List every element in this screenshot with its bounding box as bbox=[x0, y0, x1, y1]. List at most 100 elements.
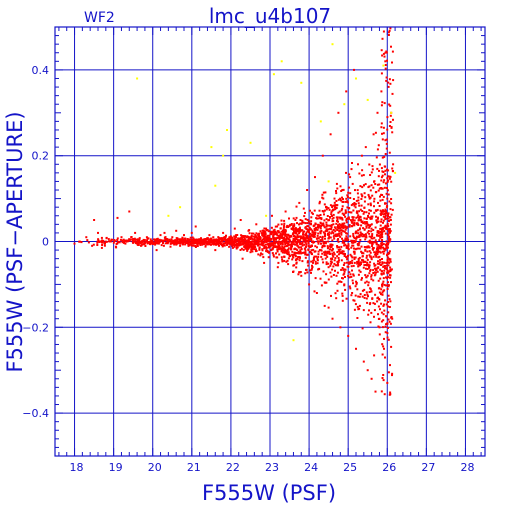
data-point bbox=[319, 227, 322, 230]
data-point bbox=[380, 234, 383, 237]
data-point bbox=[347, 247, 350, 250]
data-point bbox=[314, 262, 317, 265]
data-point bbox=[318, 202, 321, 205]
data-point bbox=[272, 235, 275, 238]
data-point bbox=[360, 261, 362, 264]
data-point bbox=[285, 240, 288, 243]
data-point bbox=[357, 199, 360, 202]
data-point bbox=[388, 320, 391, 323]
data-point bbox=[341, 189, 344, 191]
data-point bbox=[219, 237, 222, 240]
data-point bbox=[389, 391, 392, 394]
data-point bbox=[333, 259, 336, 262]
data-point bbox=[306, 261, 309, 264]
data-point bbox=[298, 251, 301, 254]
data-point bbox=[345, 256, 348, 259]
data-point bbox=[361, 169, 364, 172]
data-point bbox=[376, 262, 379, 265]
data-point bbox=[287, 237, 290, 240]
data-point bbox=[267, 256, 270, 259]
data-point bbox=[327, 250, 329, 253]
data-point bbox=[380, 288, 383, 291]
data-point bbox=[250, 245, 252, 248]
data-point bbox=[376, 167, 379, 170]
data-point bbox=[372, 272, 375, 274]
data-point bbox=[187, 240, 190, 243]
data-point bbox=[388, 219, 391, 222]
data-point bbox=[381, 198, 384, 201]
data-point bbox=[208, 243, 211, 246]
data-point bbox=[283, 224, 286, 227]
data-point bbox=[192, 244, 195, 247]
data-point bbox=[388, 200, 391, 203]
data-point bbox=[316, 259, 319, 262]
data-point bbox=[352, 239, 354, 242]
data-point bbox=[343, 272, 346, 275]
data-point bbox=[301, 244, 304, 247]
data-point bbox=[383, 393, 386, 396]
data-point bbox=[231, 238, 234, 241]
data-point bbox=[346, 232, 349, 235]
data-point bbox=[380, 218, 383, 221]
data-point bbox=[289, 234, 292, 237]
data-point bbox=[286, 259, 289, 262]
data-point bbox=[272, 231, 275, 234]
data-point bbox=[334, 264, 337, 267]
data-point bbox=[314, 222, 317, 225]
data-point bbox=[367, 284, 370, 287]
data-point bbox=[362, 261, 365, 264]
data-point bbox=[188, 238, 191, 241]
data-point bbox=[368, 185, 371, 188]
data-point bbox=[388, 151, 391, 154]
data-point bbox=[254, 243, 257, 246]
data-point bbox=[293, 223, 296, 226]
data-point bbox=[351, 244, 354, 247]
data-point bbox=[327, 240, 330, 243]
data-point bbox=[286, 253, 289, 256]
data-point bbox=[352, 236, 355, 239]
data-point bbox=[376, 183, 379, 186]
data-point bbox=[355, 283, 358, 286]
data-point bbox=[361, 255, 364, 258]
data-point bbox=[341, 218, 344, 221]
x-tick-label: 25 bbox=[343, 461, 357, 474]
data-point bbox=[358, 262, 361, 265]
data-point bbox=[294, 229, 297, 231]
data-point bbox=[378, 239, 381, 242]
data-point bbox=[385, 217, 388, 220]
data-point bbox=[360, 250, 363, 253]
data-point bbox=[337, 240, 340, 243]
data-point bbox=[338, 229, 341, 232]
data-point bbox=[292, 243, 295, 246]
data-point bbox=[195, 238, 198, 241]
data-point bbox=[231, 240, 234, 243]
data-point bbox=[352, 274, 355, 277]
data-point bbox=[341, 252, 343, 255]
data-point bbox=[332, 228, 335, 231]
data-point bbox=[302, 238, 305, 241]
data-point bbox=[386, 187, 388, 189]
data-point bbox=[387, 34, 390, 36]
data-point bbox=[155, 249, 158, 252]
data-point bbox=[323, 203, 326, 206]
data-point-secondary bbox=[280, 60, 283, 63]
data-point bbox=[385, 76, 388, 79]
data-point bbox=[343, 230, 346, 233]
data-point bbox=[304, 241, 307, 244]
data-point bbox=[367, 313, 370, 316]
data-point bbox=[353, 224, 356, 227]
data-point bbox=[350, 204, 353, 207]
data-point bbox=[367, 240, 370, 243]
data-point bbox=[251, 232, 253, 235]
data-point bbox=[115, 246, 118, 249]
data-point bbox=[334, 208, 337, 211]
data-point bbox=[265, 236, 268, 239]
y-tick-label: 0 bbox=[42, 236, 49, 249]
data-point bbox=[388, 270, 391, 273]
data-point bbox=[380, 311, 383, 314]
data-point bbox=[248, 236, 251, 239]
data-point bbox=[317, 268, 320, 271]
data-point bbox=[191, 236, 194, 239]
data-point bbox=[343, 268, 346, 271]
data-point bbox=[324, 237, 326, 240]
